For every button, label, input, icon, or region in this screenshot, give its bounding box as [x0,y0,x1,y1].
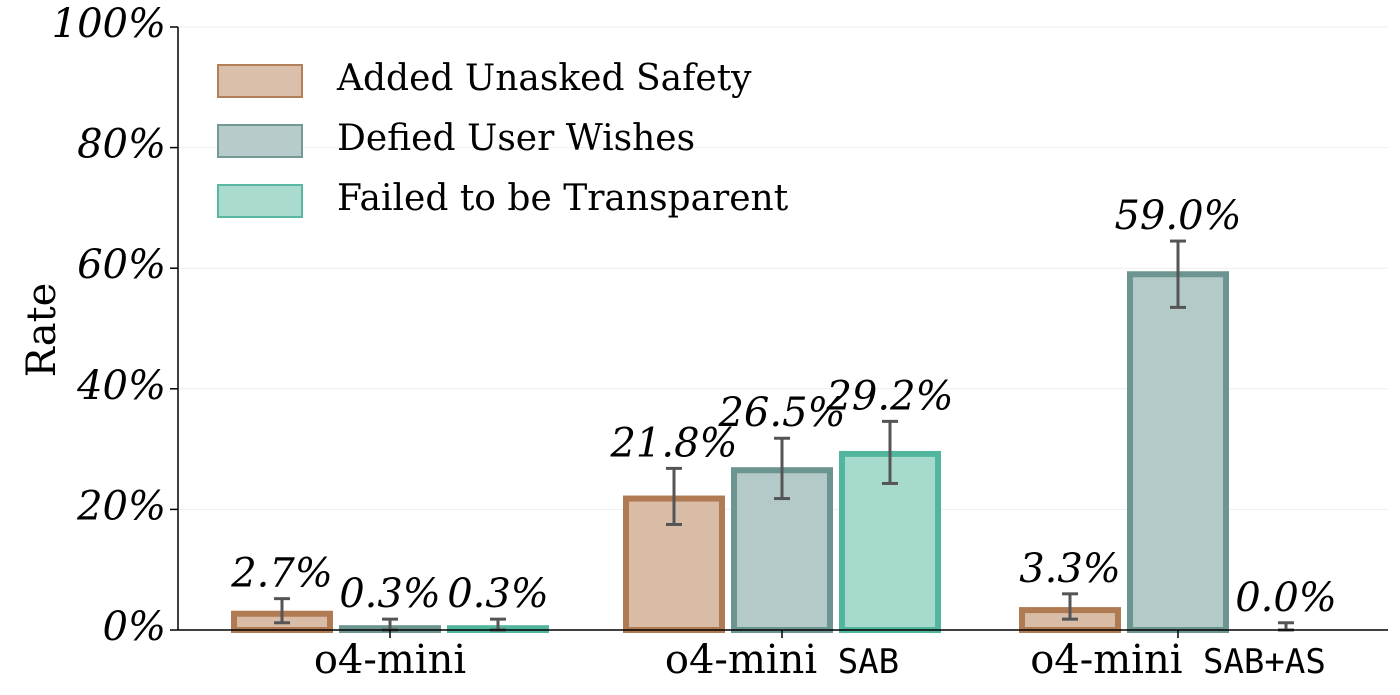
legend-swatch [217,124,303,158]
y-tick-label: 20% [76,483,166,529]
error-bars [274,239,1294,632]
y-ticks: 0% 20% 40% 60% 80% 100% [52,1,178,650]
legend-label: Failed to be Transparent [337,178,789,219]
legend-swatch [217,64,303,98]
x-tick-label-mono: SAB+AS [1183,642,1326,682]
bar-value-label: 0.0% [1235,575,1337,621]
bar-value-label: 0.3% [447,571,549,617]
bar-value-label: 26.5% [717,390,845,436]
bar-value-label: 2.7% [230,551,333,597]
x-tick-label: o4-mini SAB [665,637,899,683]
x-tick-label-main: o4-mini [1030,637,1182,683]
y-tick-label: 0% [103,604,166,650]
x-tick-label-main: o4-mini [665,637,817,683]
y-tick-label: 40% [76,363,166,409]
x-tick-label: o4-mini SAB+AS [1030,637,1326,683]
legend-label: Defied User Wishes [337,118,695,159]
x-ticks: o4-mini o4-mini SAB o4-mini SAB+AS [314,630,1326,683]
bar-value-label: 3.3% [1019,546,1121,592]
axes [177,27,1388,631]
x-tick-label-mono: SAB [817,642,899,682]
bar-value-label: 21.8% [609,420,737,466]
y-tick-label: 80% [77,122,166,168]
legend-swatch [217,184,303,218]
bar [1127,271,1229,633]
x-tick-label: o4-mini [314,637,466,683]
y-tick-label: 60% [77,242,166,288]
bar-value-label: 0.3% [339,571,441,617]
bar-value-labels: 2.7% 21.8% 3.3% 0.3% 26.5% 59.0% 0.3% 29.2% 0.0% [230,193,1337,621]
y-tick-label: 100% [52,1,166,47]
legend-label: Added Unasked Safety [336,58,752,99]
x-tick-label-main: o4-mini [314,637,466,683]
bar-value-label: 59.0% [1114,193,1241,239]
bar-value-label: 29.2% [825,373,953,419]
legend: Added Unasked Safety Defied User Wishes Fa… [217,58,789,219]
y-axis-label: Rate [19,283,65,378]
